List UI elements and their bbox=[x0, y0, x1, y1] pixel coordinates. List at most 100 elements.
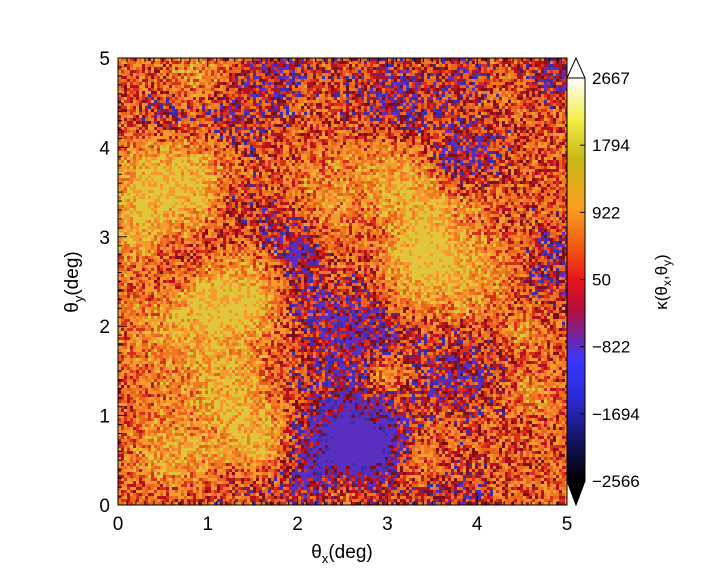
heatmap-cell bbox=[457, 79, 460, 82]
heatmap-cell bbox=[376, 154, 379, 157]
heatmap-cell bbox=[484, 115, 487, 118]
heatmap-cell bbox=[226, 133, 229, 136]
heatmap-cell bbox=[205, 112, 208, 115]
heatmap-cell bbox=[286, 91, 289, 94]
heatmap-cell bbox=[220, 163, 223, 166]
heatmap-cell bbox=[409, 124, 412, 127]
heatmap-cell bbox=[295, 133, 298, 136]
heatmap-cell bbox=[124, 67, 127, 70]
heatmap-cell bbox=[301, 145, 304, 148]
heatmap-cell bbox=[427, 124, 430, 127]
heatmap-cell bbox=[286, 154, 289, 157]
heatmap-cell bbox=[310, 166, 313, 169]
heatmap-cell bbox=[553, 106, 556, 109]
heatmap-cell bbox=[442, 70, 445, 73]
heatmap-cell bbox=[388, 103, 391, 106]
heatmap-cell bbox=[289, 88, 292, 91]
heatmap-cell bbox=[442, 127, 445, 130]
heatmap-cell bbox=[373, 136, 376, 139]
heatmap-cell bbox=[520, 142, 523, 145]
heatmap-cell bbox=[304, 163, 307, 166]
heatmap-cell bbox=[301, 115, 304, 118]
heatmap-cell bbox=[136, 148, 139, 151]
heatmap-cell bbox=[430, 64, 433, 67]
heatmap-cell bbox=[214, 70, 217, 73]
heatmap-cell bbox=[412, 142, 415, 145]
heatmap-cell bbox=[547, 145, 550, 148]
heatmap-cell bbox=[292, 103, 295, 106]
heatmap-cell bbox=[295, 82, 298, 85]
heatmap-cell bbox=[502, 172, 505, 175]
heatmap-cell bbox=[460, 166, 463, 169]
heatmap-cell bbox=[217, 58, 220, 61]
heatmap-cell bbox=[553, 67, 556, 70]
heatmap-cell bbox=[505, 169, 508, 172]
heatmap-cell bbox=[124, 172, 127, 175]
heatmap-cell bbox=[520, 94, 523, 97]
heatmap-cell bbox=[406, 166, 409, 169]
heatmap-cell bbox=[475, 109, 478, 112]
heatmap-cell bbox=[130, 154, 133, 157]
heatmap-cell bbox=[124, 169, 127, 172]
heatmap-cell bbox=[394, 76, 397, 79]
heatmap-cell bbox=[466, 91, 469, 94]
heatmap-cell bbox=[460, 124, 463, 127]
heatmap-cell bbox=[415, 73, 418, 76]
heatmap-cell bbox=[295, 64, 298, 67]
heatmap-cell bbox=[526, 94, 529, 97]
heatmap-cell bbox=[529, 76, 532, 79]
heatmap-cell bbox=[241, 172, 244, 175]
heatmap-cell bbox=[202, 97, 205, 100]
heatmap-cell bbox=[229, 127, 232, 130]
heatmap-cell bbox=[190, 106, 193, 109]
heatmap-cell bbox=[397, 70, 400, 73]
heatmap-cell bbox=[268, 106, 271, 109]
heatmap-cell bbox=[322, 82, 325, 85]
heatmap-cell bbox=[208, 70, 211, 73]
heatmap-cell bbox=[133, 145, 136, 148]
heatmap-cell bbox=[121, 121, 124, 124]
heatmap-cell bbox=[175, 157, 178, 160]
heatmap-cell bbox=[139, 169, 142, 172]
heatmap-cell bbox=[367, 67, 370, 70]
heatmap-cell bbox=[343, 88, 346, 91]
heatmap-cell bbox=[484, 133, 487, 136]
heatmap-cell bbox=[415, 76, 418, 79]
heatmap-cell bbox=[175, 136, 178, 139]
heatmap-cell bbox=[250, 115, 253, 118]
heatmap-cell bbox=[310, 61, 313, 64]
heatmap-cell bbox=[328, 127, 331, 130]
heatmap-cell bbox=[562, 163, 565, 166]
heatmap-cell bbox=[418, 85, 421, 88]
heatmap-cell bbox=[178, 160, 181, 163]
heatmap-cell bbox=[190, 112, 193, 115]
heatmap-cell bbox=[118, 91, 121, 94]
heatmap-cell bbox=[526, 136, 529, 139]
heatmap-cell bbox=[508, 145, 511, 148]
heatmap-cell bbox=[139, 115, 142, 118]
heatmap-cell bbox=[448, 130, 451, 133]
heatmap-cell bbox=[154, 91, 157, 94]
heatmap-cell bbox=[217, 127, 220, 130]
heatmap-cell bbox=[445, 145, 448, 148]
heatmap-cell bbox=[211, 166, 214, 169]
heatmap-cell bbox=[424, 100, 427, 103]
heatmap-cell bbox=[397, 145, 400, 148]
heatmap-cell bbox=[433, 163, 436, 166]
heatmap-cell bbox=[283, 115, 286, 118]
heatmap-cell bbox=[394, 85, 397, 88]
heatmap-cell bbox=[148, 148, 151, 151]
heatmap-cell bbox=[532, 88, 535, 91]
heatmap-cell bbox=[301, 163, 304, 166]
heatmap-cell bbox=[349, 88, 352, 91]
heatmap-cell bbox=[472, 70, 475, 73]
heatmap-cell bbox=[253, 88, 256, 91]
heatmap-cell bbox=[175, 175, 178, 178]
heatmap-cell bbox=[562, 157, 565, 160]
heatmap-cell bbox=[190, 130, 193, 133]
heatmap-cell bbox=[550, 154, 553, 157]
heatmap-cell bbox=[130, 136, 133, 139]
heatmap-cell bbox=[355, 94, 358, 97]
heatmap-cell bbox=[205, 142, 208, 145]
heatmap-cell bbox=[163, 118, 166, 121]
